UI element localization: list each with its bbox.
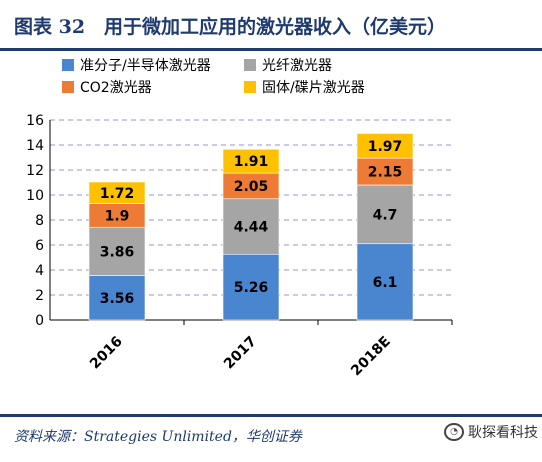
legend-swatch [244, 59, 256, 71]
data-label: 1.97 [368, 139, 403, 155]
y-tick-label: 14 [26, 138, 44, 154]
source-divider [0, 414, 542, 417]
bar-segment [88, 181, 146, 204]
bar-segment [356, 243, 414, 321]
y-tick-label: 6 [35, 238, 44, 254]
data-label: 1.72 [100, 186, 135, 202]
legend-swatch [62, 59, 74, 71]
watermark: ◔ 耿探看科技 [444, 422, 538, 442]
y-tick-label: 10 [26, 188, 44, 204]
bar-segment [222, 148, 280, 174]
watermark-text: 耿探看科技 [468, 425, 538, 441]
y-tick-label: 4 [35, 263, 44, 279]
data-label: 1.9 [105, 208, 130, 224]
data-label: 1.91 [234, 154, 269, 170]
data-label: 3.86 [100, 244, 135, 260]
legend-swatch [244, 81, 256, 93]
data-label: 4.44 [234, 220, 269, 236]
x-tick-label: 2017 [221, 334, 260, 373]
wechat-icon: ◔ [444, 423, 464, 441]
title-divider [0, 48, 542, 51]
bar-segment [356, 184, 414, 245]
x-tick-label: 2018E [348, 334, 394, 380]
data-label: 2.15 [368, 165, 403, 181]
legend-swatch [62, 81, 74, 93]
data-label: 3.56 [100, 291, 135, 307]
bar-segment [356, 133, 414, 159]
source-note: 资料来源：Strategies Unlimited，华创证券 [14, 429, 302, 445]
y-tick-label: 8 [35, 213, 44, 229]
bar-segment [222, 172, 280, 200]
y-tick-label: 0 [35, 313, 44, 329]
x-tick-label: 2016 [87, 334, 126, 373]
y-tick-label: 2 [35, 288, 44, 304]
legend-label: CO2激光器 [80, 79, 152, 96]
y-tick-label: 16 [26, 113, 44, 129]
bar-segment [222, 198, 280, 255]
data-label: 2.05 [234, 179, 269, 195]
legend-label: 固体/碟片激光器 [262, 79, 365, 96]
data-label: 4.7 [373, 207, 398, 223]
y-tick-label: 12 [26, 163, 44, 179]
legend-label: 准分子/半导体激光器 [80, 57, 211, 74]
legend-label: 光纤激光器 [262, 57, 332, 74]
bar-segment [88, 226, 146, 276]
chart-title: 图表 32 用于微加工应用的激光器收入（亿美元） [14, 16, 447, 38]
bar-segment [356, 157, 414, 186]
data-label: 5.26 [234, 280, 269, 296]
stacked-bar-chart: 准分子/半导体激光器 光纤激光器 CO2激光器 固体/碟片激光器 0 2 4 6 8 10 12 14… [26, 57, 453, 380]
data-label: 6.1 [373, 275, 398, 291]
bar-segment [222, 253, 280, 321]
